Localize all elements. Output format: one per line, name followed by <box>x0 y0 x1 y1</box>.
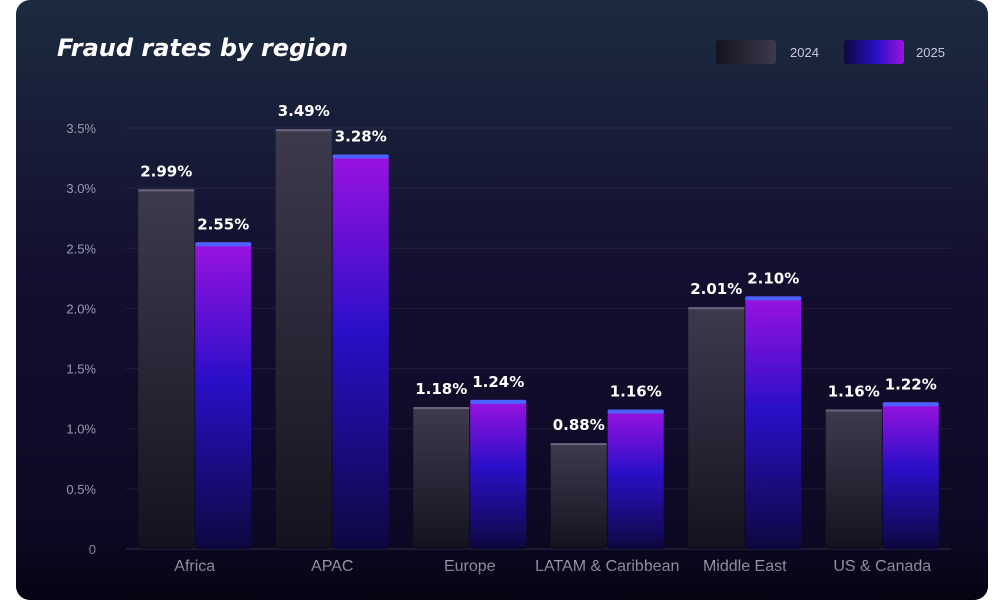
bar-cap <box>825 409 882 412</box>
x-category-label: APAC <box>311 558 353 575</box>
legend-swatch-2024 <box>716 40 776 64</box>
bar-chart: Fraud rates by region 2024 2025 0 0.5% 1.0… <box>57 34 951 575</box>
bars <box>138 129 939 550</box>
bar-cap <box>275 129 332 132</box>
data-label: 2.55% <box>197 215 249 233</box>
y-tick-label: 0.5% <box>66 482 96 497</box>
data-labels: 2.99% 2.55% 3.49% 3.28% 1.18% 1.24% 0.88% 1.16%… <box>140 102 937 434</box>
x-category-label: Africa <box>174 558 215 575</box>
bar-2024-middle-east <box>688 307 745 549</box>
y-tick-label: 3.5% <box>66 121 96 136</box>
data-label: 0.88% <box>553 416 605 434</box>
bar-2024-us-canada <box>825 409 882 549</box>
bar-cap <box>550 443 607 446</box>
data-label: 1.22% <box>885 375 937 393</box>
data-label: 1.18% <box>415 380 467 398</box>
data-label: 2.99% <box>140 162 192 180</box>
bar-2024-apac <box>275 129 332 549</box>
gridlines <box>126 127 951 550</box>
bar-2025-us-canada <box>882 402 939 549</box>
chart-title: Fraud rates by region <box>57 34 348 62</box>
legend-label-2025: 2025 <box>916 45 945 60</box>
bar-cap <box>882 402 939 407</box>
bar-cap <box>607 409 664 414</box>
bar-2025-apac <box>332 154 389 549</box>
bar-cap <box>688 307 745 310</box>
data-label: 3.28% <box>335 127 387 145</box>
bar-cap <box>195 242 252 247</box>
y-tick-label: 2.0% <box>66 301 96 316</box>
data-label: 1.16% <box>610 382 662 400</box>
x-category-label: US & Canada <box>833 558 931 575</box>
x-category-label: LATAM & Caribbean <box>535 558 679 575</box>
bar-2024-africa <box>138 189 195 550</box>
legend: 2024 2025 <box>716 40 945 64</box>
x-category-label: Europe <box>444 558 496 575</box>
bar-cap <box>470 399 527 404</box>
y-tick-label: 1.0% <box>66 422 96 437</box>
y-tick-label: 3.0% <box>66 181 96 196</box>
bar-cap <box>745 296 802 301</box>
x-category-label: Middle East <box>703 558 787 575</box>
chart-panel: Fraud rates by region 2024 2025 0 0.5% 1.0… <box>16 0 988 600</box>
data-label: 3.49% <box>278 102 330 120</box>
y-tick-label: 2.5% <box>66 241 96 256</box>
bar-cap <box>138 189 195 192</box>
y-tick-label: 1.5% <box>66 362 96 377</box>
bar-2024-europe <box>413 407 470 549</box>
bar-2024-latam-caribbean <box>550 443 607 549</box>
bar-cap <box>332 154 389 159</box>
data-label: 1.16% <box>828 382 880 400</box>
bar-2025-middle-east <box>745 296 802 549</box>
x-axis-categories: Africa APAC Europe LATAM & Caribbean Middle … <box>174 558 931 575</box>
bar-cap <box>413 407 470 410</box>
bar-2025-africa <box>195 242 252 549</box>
data-label: 2.01% <box>690 280 742 298</box>
y-tick-label: 0 <box>89 542 96 557</box>
data-label: 1.24% <box>472 373 524 391</box>
legend-swatch-2025 <box>844 40 904 64</box>
bar-2025-europe <box>470 399 527 549</box>
y-axis-ticks: 0 0.5% 1.0% 1.5% 2.0% 2.5% 3.0% 3.5% <box>66 121 96 557</box>
legend-label-2024: 2024 <box>790 45 819 60</box>
bar-2025-latam-caribbean <box>607 409 664 549</box>
data-label: 2.10% <box>747 269 799 287</box>
